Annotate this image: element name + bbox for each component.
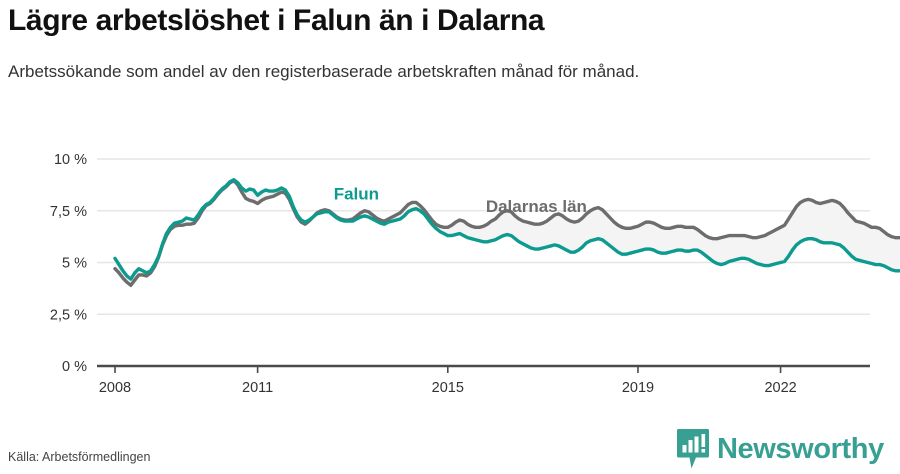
x-axis-tick-label: 2008 (99, 380, 131, 395)
y-axis-tick-label: 0 % (62, 359, 87, 375)
newsworthy-logo: Newsworthy (676, 428, 884, 470)
x-axis-tick-label: 2022 (764, 380, 796, 395)
chart-area: 0 % 2,5 % 5 % 7,5 % 10 % 2008 2011 2015 2019 2022… (0, 140, 900, 395)
line-chart: 0 % 2,5 % 5 % 7,5 % 10 % 2008 2011 2015 2019 2022… (50, 152, 900, 395)
series-label-falun: Falun (334, 184, 379, 203)
x-axis-tick-label: 2019 (622, 380, 654, 395)
chart-subtitle: Arbetssökande som andel av den registerb… (8, 62, 640, 81)
logo-wordmark: Newsworthy (717, 432, 884, 465)
page-title: Lägre arbetslöshet i Falun än i Dalarna (8, 4, 545, 37)
source-note: Källa: Arbetsförmedlingen (8, 450, 151, 464)
x-axis-tick-label: 2011 (242, 380, 273, 395)
series-line-dalarnas (113, 179, 900, 287)
series-line-falun (113, 178, 900, 281)
y-axis-tick-label: 7,5 % (50, 204, 87, 220)
series-label-dalarnas: Dalarnas län (486, 197, 587, 216)
y-axis-tick-label: 2,5 % (50, 307, 87, 323)
series-gap-band (115, 179, 900, 286)
bar-chart-speech-bubble-icon (676, 429, 710, 469)
x-axis-tick-label: 2015 (432, 380, 464, 395)
y-axis-tick-label: 5 % (62, 256, 87, 272)
y-axis-tick-label: 10 % (54, 152, 87, 168)
